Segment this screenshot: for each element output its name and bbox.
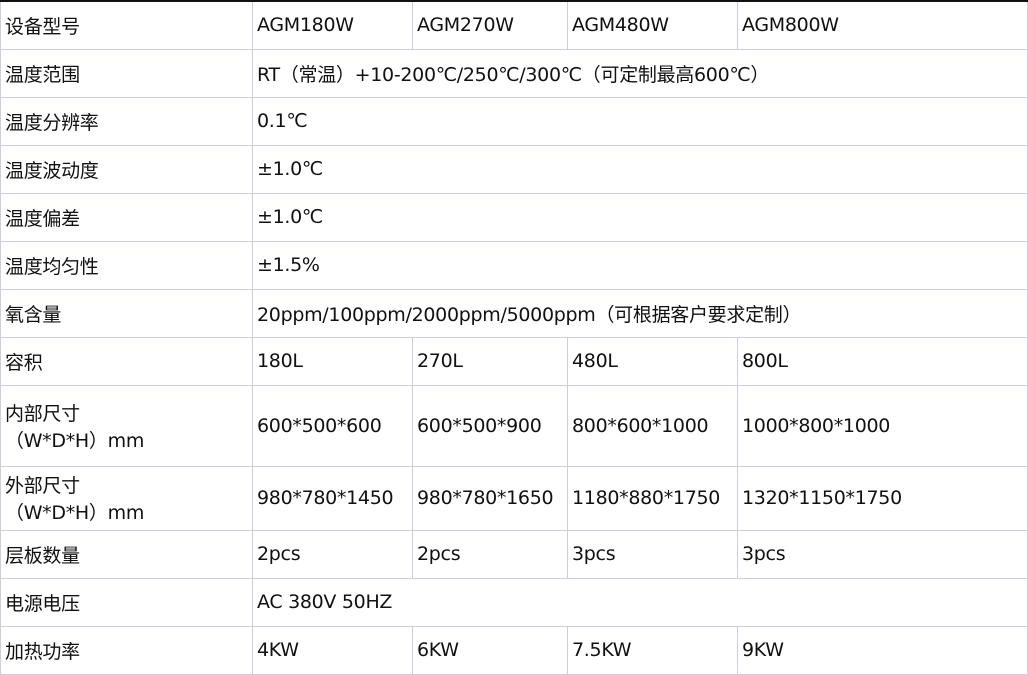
row-label: 氧含量: [0, 288, 253, 338]
table-cell: 270L: [412, 336, 568, 386]
row-label-text: 氧含量: [5, 303, 62, 326]
table-cell: 1180*880*1750: [567, 465, 738, 531]
table-cell: AGM270W: [412, 0, 568, 50]
row-label-text: 层板数量: [5, 544, 80, 567]
table-cell: 0.1℃: [252, 96, 1028, 146]
row-label-text: 温度范围: [5, 63, 80, 86]
table-cell: ±1.0℃: [252, 144, 1028, 194]
table-cell: 980*780*1450: [252, 465, 413, 531]
row-label-text: 温度均匀性: [5, 255, 99, 278]
row-label: 电源电压: [0, 577, 253, 627]
row-label-text: 外部尺寸: [5, 475, 80, 497]
row-label: 层板数量: [0, 529, 253, 579]
table-cell: AGM480W: [567, 0, 738, 50]
table-cell: 3pcs: [737, 529, 1028, 579]
row-label-text: 加热功率: [5, 640, 80, 663]
row-label-text: 温度波动度: [5, 159, 99, 182]
table-cell: 980*780*1650: [412, 465, 568, 531]
table-cell: 20ppm/100ppm/2000ppm/5000ppm（可根据客户要求定制）: [252, 288, 1028, 338]
table-cell: 3pcs: [567, 529, 738, 579]
row-label: 外部尺寸 （W*D*H）mm: [0, 465, 253, 531]
table-cell: ±1.0℃: [252, 192, 1028, 242]
row-label: 温度分辨率: [0, 96, 253, 146]
row-label-text: 设备型号: [5, 15, 80, 38]
table-row: 加热功率 4KW 6KW 7.5KW 9KW: [0, 625, 1028, 675]
table-cell: 7.5KW: [567, 625, 738, 675]
table-cell: ±1.5%: [252, 240, 1028, 290]
row-label-text: 容积: [5, 351, 43, 374]
row-label: 内部尺寸 （W*D*H）mm: [0, 384, 253, 467]
table-row: 温度波动度 ±1.0℃: [0, 144, 1028, 194]
row-label-text: 温度偏差: [5, 207, 80, 230]
table-cell: AGM180W: [252, 0, 413, 50]
table-cell: 1000*800*1000: [737, 384, 1028, 467]
table-cell: 800*600*1000: [567, 384, 738, 467]
table-row: 温度范围 RT（常温）+10-200℃/250℃/300℃（可定制最高600℃）: [0, 48, 1028, 98]
row-label: 设备型号: [0, 0, 253, 50]
table-cell: 9KW: [737, 625, 1028, 675]
table-row: 温度偏差 ±1.0℃: [0, 192, 1028, 242]
row-label: 温度均匀性: [0, 240, 253, 290]
row-label: 加热功率: [0, 625, 253, 675]
table-cell: 600*500*600: [252, 384, 413, 467]
table-cell: 180L: [252, 336, 413, 386]
table-cell: 4KW: [252, 625, 413, 675]
row-label-text: 温度分辨率: [5, 111, 99, 134]
row-label: 温度偏差: [0, 192, 253, 242]
table-cell: 480L: [567, 336, 738, 386]
row-label: 温度波动度: [0, 144, 253, 194]
table-row: 温度均匀性 ±1.5%: [0, 240, 1028, 290]
row-label-text: 电源电压: [5, 592, 80, 615]
table-cell: 600*500*900: [412, 384, 568, 467]
table-row: 温度分辨率 0.1℃: [0, 96, 1028, 146]
table-cell: AC 380V 50HZ: [252, 577, 1028, 627]
row-label-unit: （W*D*H）mm: [5, 502, 145, 524]
row-label: 容积: [0, 336, 253, 386]
table-row: 内部尺寸 （W*D*H）mm 600*500*600 600*500*900 800*6…: [0, 384, 1028, 467]
table-cell: RT（常温）+10-200℃/250℃/300℃（可定制最高600℃）: [252, 48, 1028, 98]
table-cell: 1320*1150*1750: [737, 465, 1028, 531]
table-row: 电源电压 AC 380V 50HZ: [0, 577, 1028, 627]
table-row: 容积 180L 270L 480L 800L: [0, 336, 1028, 386]
table-row: 层板数量 2pcs 2pcs 3pcs 3pcs: [0, 529, 1028, 579]
row-label-unit: （W*D*H）mm: [5, 429, 145, 452]
row-label: 温度范围: [0, 48, 253, 98]
table-cell: 800L: [737, 336, 1028, 386]
table-cell: AGM800W: [737, 0, 1028, 50]
table-cell: 2pcs: [412, 529, 568, 579]
table-row: 外部尺寸 （W*D*H）mm 980*780*1450 980*780*1650 118…: [0, 465, 1028, 531]
row-label-text: 内部尺寸: [5, 402, 80, 425]
table-row: 设备型号 AGM180W AGM270W AGM480W AGM800W: [0, 0, 1028, 50]
table-cell: 2pcs: [252, 529, 413, 579]
table-row: 氧含量 20ppm/100ppm/2000ppm/5000ppm（可根据客户要求定…: [0, 288, 1028, 338]
table-cell: 6KW: [412, 625, 568, 675]
